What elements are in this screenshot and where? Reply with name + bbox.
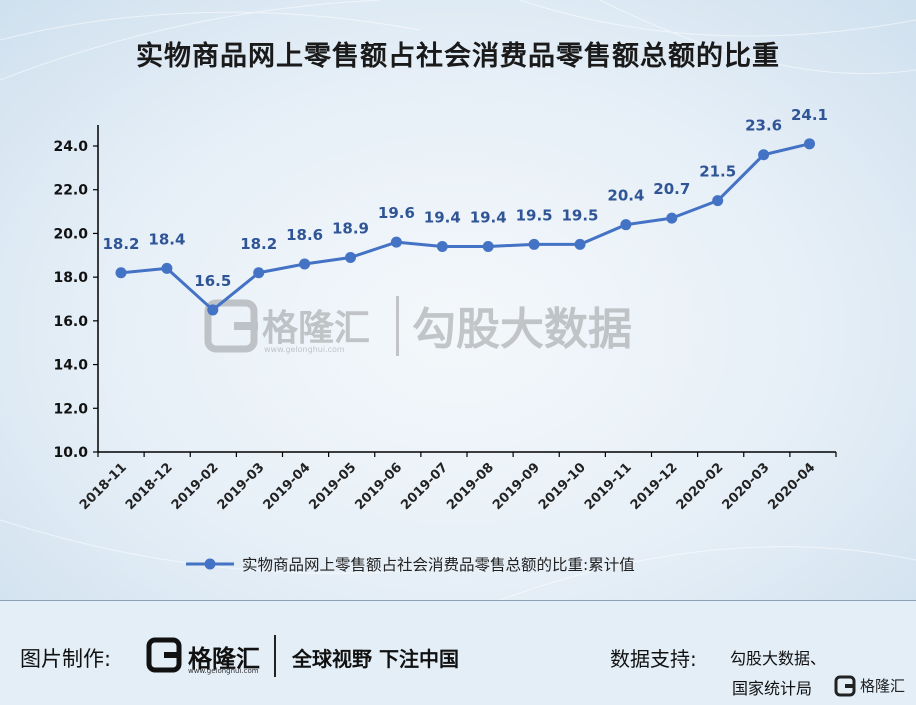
- data-label: 18.9: [332, 219, 369, 237]
- line-chart: 格隆汇 www.gelonghui.com 勾股大数据 10.0 12.0 14.0…: [53, 106, 837, 574]
- data-point: [620, 219, 632, 231]
- x-tick-label: 2018-11: [77, 460, 130, 513]
- x-tick-label: 2019-07: [398, 460, 451, 513]
- data-point: [115, 267, 127, 279]
- x-tick-label: 2019-09: [490, 460, 543, 513]
- watermark-logo-icon: [204, 299, 258, 353]
- data-label: 19.4: [424, 209, 461, 227]
- watermark: 格隆汇 www.gelonghui.com 勾股大数据: [204, 296, 632, 356]
- data-point: [574, 238, 586, 250]
- data-label: 23.6: [745, 117, 782, 135]
- data-point: [299, 258, 311, 270]
- x-tick-label: 2019-06: [352, 460, 405, 513]
- x-tick-label: 2018-12: [123, 460, 176, 513]
- data-point: [804, 138, 815, 150]
- x-tick-label: 2019-04: [261, 460, 314, 513]
- data-label: 18.4: [148, 230, 185, 248]
- y-tick-label: 22.0: [53, 183, 88, 199]
- data-point: [253, 267, 265, 279]
- data-label: 19.5: [561, 206, 598, 224]
- gelonghui-logo-icon: [146, 637, 182, 673]
- data-point: [436, 241, 448, 253]
- chart-background: [0, 0, 916, 600]
- data-label: 18.2: [102, 235, 139, 253]
- x-tick-label: 2019-12: [628, 460, 681, 513]
- x-axis: 2018-112018-122019-022019-032019-042019-…: [77, 451, 837, 513]
- data-label: 18.2: [240, 235, 277, 253]
- footer-slogan: 全球视野 下注中国: [292, 647, 459, 671]
- footer-divider: [274, 635, 276, 677]
- x-tick-label: 2020-02: [674, 460, 727, 513]
- y-tick-label: 18.0: [53, 270, 88, 286]
- data-label: 20.4: [607, 187, 644, 205]
- data-point: [161, 262, 173, 274]
- legend-marker: [204, 558, 216, 570]
- x-tick-label: 2020-04: [766, 460, 819, 513]
- data-point: [712, 195, 724, 207]
- x-tick-label: 2020-03: [720, 460, 773, 513]
- footer-brand-name: 格隆汇: [188, 645, 260, 673]
- data-label: 19.5: [516, 206, 553, 224]
- x-tick-label: 2019-11: [582, 460, 635, 513]
- data-point: [666, 212, 678, 224]
- data-label: 21.5: [699, 163, 736, 181]
- series-line: [120, 142, 810, 312]
- data-label: 16.5: [194, 272, 231, 290]
- watermark-partner: 勾股大数据: [412, 304, 632, 355]
- y-tick-label: 14.0: [53, 358, 88, 374]
- x-tick-label: 2019-08: [444, 460, 497, 513]
- y-tick-label: 20.0: [53, 226, 88, 242]
- watermark-divider: [396, 296, 399, 356]
- chart-title: 实物商品网上零售额占社会消费品零售额总额的比重: [136, 41, 780, 72]
- data-point: [345, 251, 356, 263]
- data-point: [528, 238, 540, 250]
- data-point: [758, 149, 770, 161]
- data-point: [482, 241, 494, 253]
- data-label: 18.6: [286, 226, 323, 244]
- x-tick-label: 2019-05: [307, 460, 360, 513]
- data-label: 19.4: [470, 209, 507, 227]
- data-label: 19.6: [378, 204, 415, 222]
- data-support-line1: 勾股大数据、: [730, 649, 827, 668]
- legend-label: 实物商品网上零售额占社会消费品零售总额的比重:累计值: [242, 556, 635, 574]
- watermark-brand: 格隆汇: [262, 308, 370, 349]
- data-label: 24.1: [791, 106, 828, 124]
- watermark-url: www.gelonghui.com: [264, 345, 345, 354]
- corner-brand: 格隆汇: [860, 677, 906, 695]
- y-tick-label: 10.0: [53, 445, 88, 461]
- data-support-line2: 国家统计局: [732, 679, 813, 698]
- footer: 图片制作: 格隆汇 www.gelonghui.com 全球视野 下注中国 数据…: [0, 600, 916, 705]
- x-tick-label: 2019-10: [536, 460, 589, 513]
- data-point: [207, 304, 219, 316]
- y-axis: 10.0 12.0 14.0 16.0 18.0 20.0 22.0 24.0: [53, 125, 99, 461]
- decorative-lines: [0, 0, 916, 600]
- corner-logo-icon: [834, 675, 856, 697]
- y-tick-label: 24.0: [53, 139, 88, 155]
- y-tick-label: 12.0: [53, 401, 88, 417]
- y-tick-label: 16.0: [53, 314, 88, 330]
- data-support-label: 数据支持:: [610, 647, 697, 671]
- made-by-label: 图片制作:: [20, 647, 112, 671]
- data-point: [390, 236, 402, 248]
- series-layer: 18.2 18.4 16.5 18.2 18.6 18.9 19.6 19.4 19.4 19.5…: [102, 106, 828, 316]
- legend: 实物商品网上零售额占社会消费品零售总额的比重:累计值: [186, 556, 635, 574]
- footer-brand-url: www.gelonghui.com: [188, 667, 259, 675]
- data-label: 20.7: [653, 180, 690, 198]
- x-tick-label: 2019-02: [169, 460, 222, 513]
- x-tick-label: 2019-03: [215, 460, 268, 513]
